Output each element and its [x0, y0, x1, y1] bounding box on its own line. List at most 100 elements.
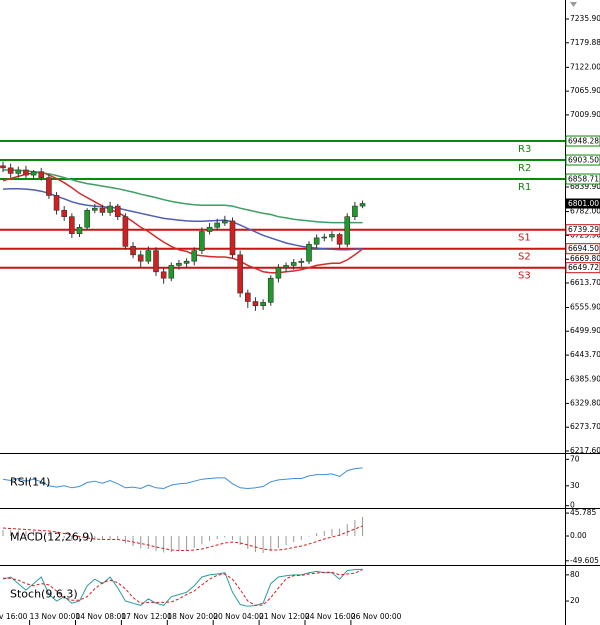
- histogram-bar: [117, 536, 119, 540]
- level-price-label: 6858.71: [568, 175, 599, 184]
- candle-body: [214, 222, 220, 228]
- candle-body: [84, 209, 90, 228]
- y-tick-label: 6613.70: [570, 278, 600, 287]
- moving-average: [2, 187, 363, 251]
- y-tick-label: 6669.80: [570, 254, 600, 263]
- histogram-bar: [247, 536, 249, 549]
- candle-body: [160, 271, 167, 279]
- y-tick-label: 6499.90: [570, 326, 600, 335]
- candle-body: [61, 209, 68, 217]
- level-price-label: 6903.50: [568, 156, 599, 165]
- histogram-bar: [132, 536, 134, 546]
- y-tick-label: 20: [570, 596, 580, 605]
- histogram-bar: [209, 536, 211, 541]
- x-tick-label: 14 Nov 08:00: [76, 612, 127, 621]
- level-price-label: 6948.28: [568, 137, 599, 146]
- moving-average: [2, 171, 364, 274]
- histogram-bar: [254, 536, 256, 552]
- y-tick-label: 6555.90: [570, 302, 600, 311]
- candle-body: [290, 262, 297, 266]
- level-price-box: [565, 262, 600, 274]
- candle-body: [145, 250, 152, 262]
- candle-body: [275, 267, 282, 279]
- y-tick-label: 80: [570, 570, 580, 579]
- level-price-label: 6739.29: [568, 225, 599, 234]
- candle-body: [46, 177, 52, 196]
- last-price-box: [566, 198, 600, 209]
- x-tick-label: 18 Nov 20:00: [167, 612, 218, 621]
- level-name: R2: [518, 163, 531, 174]
- level-price-label: 6649.72: [568, 263, 599, 272]
- histogram-bar: [124, 536, 126, 544]
- histogram-bar: [25, 531, 27, 536]
- candle-body: [137, 254, 144, 262]
- level-price-box: [565, 224, 600, 236]
- level-price-box: [565, 154, 600, 166]
- candle-body: [53, 195, 60, 211]
- histogram-bar: [232, 536, 233, 540]
- histogram-bar: [323, 531, 325, 536]
- x-tick-label: 13 Nov 00:00: [30, 612, 81, 621]
- candle-body: [15, 169, 22, 174]
- histogram-bar: [270, 536, 272, 551]
- level-name: S1: [518, 233, 531, 244]
- candle-body: [252, 301, 259, 307]
- candle-body: [329, 234, 335, 238]
- histogram-bar: [33, 531, 35, 536]
- histogram-bar: [147, 536, 149, 549]
- candle-body: [107, 205, 113, 213]
- candle-body: [229, 220, 236, 256]
- level-price-box: [565, 135, 600, 147]
- histogram-bar: [293, 536, 295, 542]
- x-tick-label: 20 Nov 04:00: [213, 612, 264, 621]
- candle-body: [306, 243, 312, 262]
- histogram-bar: [56, 536, 58, 537]
- histogram-bar: [163, 536, 165, 553]
- candle-body: [69, 216, 75, 234]
- candle-body: [122, 216, 129, 247]
- y-tick-label: 45.785: [570, 508, 596, 517]
- histogram-bar: [48, 533, 50, 536]
- level-price-label: 6694.50: [568, 244, 599, 253]
- histogram-bar: [140, 536, 142, 549]
- histogram-bar: [224, 536, 226, 538]
- candle-body: [153, 250, 159, 273]
- y-tick-label: 6329.80: [570, 398, 600, 407]
- level-price-box: [565, 243, 600, 255]
- candle-body: [23, 169, 29, 176]
- histogram-bar: [285, 536, 287, 545]
- scroll-marker: [570, 2, 577, 7]
- candle-body: [38, 171, 45, 178]
- candle-body: [260, 302, 266, 307]
- histogram-bar: [300, 536, 302, 540]
- candle-body: [237, 254, 243, 294]
- y-tick-label: 30: [570, 481, 580, 490]
- y-tick-label: -49.605: [570, 556, 599, 565]
- indicator-title: RSI(14): [10, 476, 50, 489]
- indicator-line: [2, 525, 363, 551]
- candle-body: [168, 265, 175, 279]
- y-tick-label: 7009.90: [570, 110, 600, 119]
- candle-body: [199, 231, 205, 251]
- indicator-title: Stoch(9,6,3): [10, 588, 78, 601]
- candle-body: [206, 226, 213, 232]
- candle-body: [176, 263, 182, 266]
- level-name: S2: [518, 252, 531, 263]
- histogram-bar: [316, 533, 318, 536]
- indicator-line: [2, 467, 363, 490]
- indicator-title: MACD(12,26,9): [10, 531, 94, 544]
- candle-body: [130, 246, 136, 256]
- y-tick-label: 0: [570, 501, 575, 510]
- level-name: S3: [518, 271, 531, 282]
- histogram-bar: [308, 536, 310, 537]
- x-tick-label: 21 Nov 12:00: [259, 612, 310, 621]
- candle-body: [7, 167, 14, 174]
- last-price-label: 6801.00: [568, 199, 599, 208]
- y-tick-label: 6217.60: [570, 446, 600, 455]
- y-tick-label: 6385.90: [570, 375, 600, 384]
- histogram-bar: [10, 530, 12, 536]
